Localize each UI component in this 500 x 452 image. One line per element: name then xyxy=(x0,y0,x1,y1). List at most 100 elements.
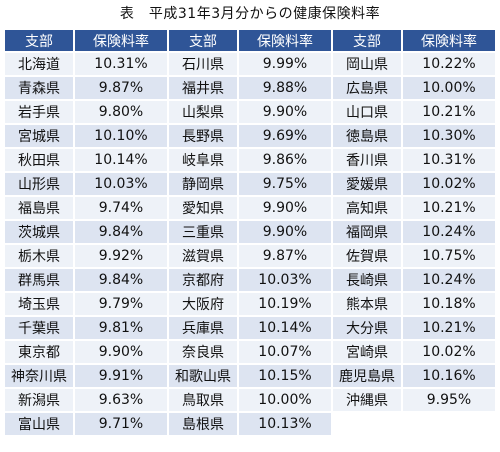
branch-cell: 埼玉県 xyxy=(5,293,73,315)
rate-cell: 10.03% xyxy=(75,173,167,195)
rate-cell: 9.69% xyxy=(239,125,331,147)
rate-cell: 10.21% xyxy=(403,317,495,339)
branch-cell: 広島県 xyxy=(333,77,401,99)
branch-cell: 石川県 xyxy=(169,53,237,75)
rate-cell: 9.90% xyxy=(75,341,167,363)
rate-cell: 9.71% xyxy=(75,413,167,435)
branch-cell: 福井県 xyxy=(169,77,237,99)
table-row: 栃木県 9.92% 滋賀県 9.87% 佐賀県 10.75% xyxy=(5,245,495,267)
rate-cell: 10.14% xyxy=(75,149,167,171)
rate-cell: 10.00% xyxy=(239,389,331,411)
rate-cell: 9.90% xyxy=(239,101,331,123)
table-row: 新潟県 9.63% 鳥取県 10.00% 沖縄県 9.95% xyxy=(5,389,495,411)
rate-cell: 10.00% xyxy=(403,77,495,99)
rate-cell: 10.30% xyxy=(403,125,495,147)
header-rate: 保険料率 xyxy=(75,30,167,51)
rate-cell: 10.75% xyxy=(403,245,495,267)
rate-cell: 10.21% xyxy=(403,101,495,123)
branch-cell: 茨城県 xyxy=(5,221,73,243)
rate-cell: 9.92% xyxy=(75,245,167,267)
branch-cell: 山形県 xyxy=(5,173,73,195)
header-branch: 支部 xyxy=(333,30,401,51)
rate-cell: 9.88% xyxy=(239,77,331,99)
branch-cell: 神奈川県 xyxy=(5,365,73,387)
table-row: 茨城県 9.84% 三重県 9.90% 福岡県 10.24% xyxy=(5,221,495,243)
branch-cell: 山口県 xyxy=(333,101,401,123)
branch-cell xyxy=(333,413,401,435)
table-row: 福島県 9.74% 愛知県 9.90% 高知県 10.21% xyxy=(5,197,495,219)
rate-cell: 10.22% xyxy=(403,53,495,75)
rate-cell: 10.16% xyxy=(403,365,495,387)
rate-cell: 10.02% xyxy=(403,173,495,195)
branch-cell: 奈良県 xyxy=(169,341,237,363)
branch-cell: 長野県 xyxy=(169,125,237,147)
branch-cell: 東京都 xyxy=(5,341,73,363)
rate-cell: 9.84% xyxy=(75,269,167,291)
branch-cell: 群馬県 xyxy=(5,269,73,291)
branch-cell: 青森県 xyxy=(5,77,73,99)
table-row: 千葉県 9.81% 兵庫県 10.14% 大分県 10.21% xyxy=(5,317,495,339)
rate-cell: 9.87% xyxy=(239,245,331,267)
branch-cell: 沖縄県 xyxy=(333,389,401,411)
table-caption: 表 平成31年3月分からの健康保険料率 xyxy=(119,6,381,22)
rate-cell: 9.90% xyxy=(239,197,331,219)
rate-cell: 9.74% xyxy=(75,197,167,219)
table-row: 山形県 10.03% 静岡県 9.75% 愛媛県 10.02% xyxy=(5,173,495,195)
rate-cell: 10.24% xyxy=(403,221,495,243)
branch-cell: 高知県 xyxy=(333,197,401,219)
header-branch: 支部 xyxy=(5,30,73,51)
branch-cell: 佐賀県 xyxy=(333,245,401,267)
rate-cell: 10.10% xyxy=(75,125,167,147)
table-header-row: 支部 保険料率 支部 保険料率 支部 保険料率 xyxy=(5,30,495,51)
table-body: 北海道 10.31% 石川県 9.99% 岡山県 10.22% 青森県 9.87% 福井県 9.8… xyxy=(5,53,495,435)
branch-cell: 山梨県 xyxy=(169,101,237,123)
rate-cell: 10.31% xyxy=(403,149,495,171)
branch-cell: 福島県 xyxy=(5,197,73,219)
branch-cell: 滋賀県 xyxy=(169,245,237,267)
branch-cell: 岐阜県 xyxy=(169,149,237,171)
table-row: 神奈川県 9.91% 和歌山県 10.15% 鹿児島県 10.16% xyxy=(5,365,495,387)
header-rate: 保険料率 xyxy=(403,30,495,51)
rate-cell: 10.18% xyxy=(403,293,495,315)
table-row: 富山県 9.71% 島根県 10.13% xyxy=(5,413,495,435)
rate-cell: 9.90% xyxy=(239,221,331,243)
table-row: 北海道 10.31% 石川県 9.99% 岡山県 10.22% xyxy=(5,53,495,75)
table-row: 群馬県 9.84% 京都府 10.03% 長崎県 10.24% xyxy=(5,269,495,291)
branch-cell: 大分県 xyxy=(333,317,401,339)
rate-cell: 10.21% xyxy=(403,197,495,219)
branch-cell: 北海道 xyxy=(5,53,73,75)
rate-cell: 9.91% xyxy=(75,365,167,387)
header-branch: 支部 xyxy=(169,30,237,51)
rate-cell: 10.24% xyxy=(403,269,495,291)
branch-cell: 新潟県 xyxy=(5,389,73,411)
branch-cell: 愛知県 xyxy=(169,197,237,219)
rate-cell: 9.87% xyxy=(75,77,167,99)
branch-cell: 栃木県 xyxy=(5,245,73,267)
branch-cell: 岡山県 xyxy=(333,53,401,75)
rate-cell: 9.86% xyxy=(239,149,331,171)
rate-cell: 10.02% xyxy=(403,341,495,363)
rate-cell: 10.19% xyxy=(239,293,331,315)
branch-cell: 愛媛県 xyxy=(333,173,401,195)
insurance-rate-table: 支部 保険料率 支部 保険料率 支部 保険料率 北海道 10.31% 石川県 9.99… xyxy=(3,28,497,437)
branch-cell: 和歌山県 xyxy=(169,365,237,387)
branch-cell: 宮城県 xyxy=(5,125,73,147)
rate-cell: 9.63% xyxy=(75,389,167,411)
table-row: 岩手県 9.80% 山梨県 9.90% 山口県 10.21% xyxy=(5,101,495,123)
rate-cell xyxy=(403,413,495,435)
rate-cell: 10.13% xyxy=(239,413,331,435)
branch-cell: 熊本県 xyxy=(333,293,401,315)
table-row: 東京都 9.90% 奈良県 10.07% 宮崎県 10.02% xyxy=(5,341,495,363)
rate-cell: 9.79% xyxy=(75,293,167,315)
branch-cell: 富山県 xyxy=(5,413,73,435)
branch-cell: 静岡県 xyxy=(169,173,237,195)
branch-cell: 鳥取県 xyxy=(169,389,237,411)
header-rate: 保険料率 xyxy=(239,30,331,51)
rate-cell: 9.75% xyxy=(239,173,331,195)
branch-cell: 島根県 xyxy=(169,413,237,435)
rate-cell: 9.80% xyxy=(75,101,167,123)
branch-cell: 千葉県 xyxy=(5,317,73,339)
table-row: 青森県 9.87% 福井県 9.88% 広島県 10.00% xyxy=(5,77,495,99)
branch-cell: 香川県 xyxy=(333,149,401,171)
table-row: 宮城県 10.10% 長野県 9.69% 徳島県 10.30% xyxy=(5,125,495,147)
